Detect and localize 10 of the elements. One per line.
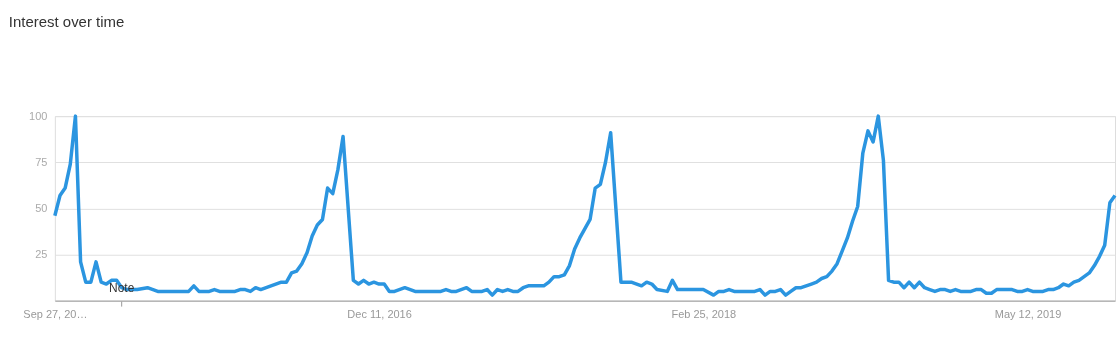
- x-tick-label: Sep 27, 20…: [23, 308, 88, 321]
- y-tick-label: 100: [29, 109, 48, 122]
- chart-title: Interest over time: [8, 13, 125, 31]
- y-tick-label: 50: [35, 201, 48, 214]
- y-tick-label: 25: [35, 247, 48, 260]
- x-tick-label: Feb 25, 2018: [671, 308, 737, 321]
- y-tick-label: 75: [35, 155, 48, 168]
- x-tick-label: May 12, 2019: [994, 308, 1062, 321]
- x-tick-label: Dec 11, 2016: [347, 308, 412, 321]
- line-series: [53, 114, 1117, 297]
